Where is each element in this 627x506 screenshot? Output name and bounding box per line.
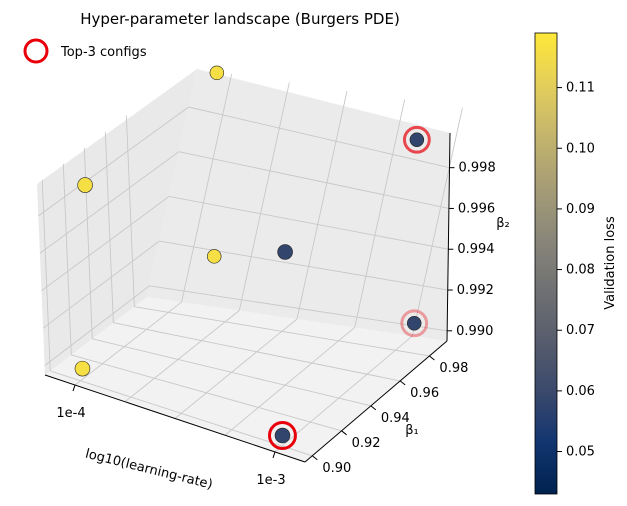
x-gridline-back <box>354 99 406 328</box>
x-gridline-floor <box>224 327 355 436</box>
x-tick-label: 1e-3 <box>256 473 285 488</box>
y-tick-label: 0.92 <box>352 436 381 451</box>
z-gridline-left <box>41 196 170 292</box>
x-gridline-floor <box>274 335 413 453</box>
y-gridline-floor <box>134 306 430 357</box>
colorbar-ticks: 0.05 0.06 0.07 0.08 0.09 0.10 0.11 <box>557 81 595 460</box>
colorbar-tick-label: 0.11 <box>566 81 595 96</box>
colorbar-tick-label: 0.09 <box>566 202 595 217</box>
axes-panes <box>37 69 450 462</box>
z-tick-label: 0.992 <box>457 283 494 298</box>
top3-ring <box>267 421 297 450</box>
z-gridline-back <box>178 151 450 209</box>
x-gridline-back <box>238 82 290 311</box>
z-axis-label: β₂ <box>496 216 510 231</box>
x-gridline-floor <box>74 301 182 386</box>
legend-label: Top-3 configs <box>60 45 147 60</box>
colorbar: 0.05 0.06 0.07 0.08 0.09 0.10 0.11 Validation … <box>534 32 618 495</box>
scatter-point <box>274 427 291 444</box>
colorbar-tick-label: 0.08 <box>566 263 595 278</box>
scatter-point <box>409 132 425 147</box>
legend-ring-marker <box>23 38 49 64</box>
legend: Top-3 configs <box>23 38 147 64</box>
x-axis-label: log10(learning-rate) <box>84 447 214 493</box>
top3-ring <box>400 309 429 338</box>
y-gridline-floor <box>71 354 342 432</box>
y-tick-mark <box>399 380 406 386</box>
y-gridline-floor <box>50 370 313 457</box>
left-wall-pane <box>37 69 197 375</box>
z-gridline-back <box>149 285 448 332</box>
z-gridline-left <box>38 106 189 217</box>
y-gridline-floor <box>92 338 371 407</box>
z-tick-label: 0.996 <box>458 201 495 216</box>
y-tick-mark <box>429 355 435 361</box>
colorbar-tick-label: 0.07 <box>566 323 595 338</box>
scatter-point <box>407 316 422 331</box>
x-tick-mark <box>272 451 276 459</box>
y-gridline-left <box>125 115 135 307</box>
y-tick-mark <box>341 430 347 436</box>
scatter-point <box>277 244 293 260</box>
z-gridline-left <box>42 240 160 329</box>
colorbar-tick-label: 0.10 <box>566 141 595 156</box>
z-tick-label: 0.990 <box>456 324 493 339</box>
x-gridline-back <box>296 90 348 320</box>
y-gridline-floor <box>113 322 401 382</box>
y-tick-mark <box>370 405 377 411</box>
z-gridline-left <box>44 285 150 366</box>
y-axis-label: β₁ <box>405 423 419 438</box>
colorbar-tick-label: 0.05 <box>566 445 595 460</box>
y-tick-mark <box>312 455 318 461</box>
y-axis-line <box>304 340 448 463</box>
x-tick-mark <box>72 384 76 392</box>
axis-ticks: 0.9900.9920.9940.9960.9980.900.920.940.9… <box>56 161 495 488</box>
z-gridline-left <box>39 151 180 254</box>
y-tick-label: 0.94 <box>381 411 410 426</box>
x-gridline-floor <box>174 318 298 419</box>
y-tick-label: 0.90 <box>322 461 351 476</box>
grid-lines <box>38 73 463 457</box>
x-gridline-back <box>181 73 233 303</box>
scatter-point <box>207 249 222 264</box>
back-wall-pane <box>147 69 450 341</box>
z-tick-label: 0.994 <box>457 242 494 257</box>
scatter-point <box>77 177 93 193</box>
x-tick-label: 1e-4 <box>56 406 85 421</box>
scatter-point <box>74 360 91 377</box>
chart-title: Hyper-parameter landscape (Burgers PDE) <box>80 10 400 28</box>
y-tick-label: 0.96 <box>410 386 439 401</box>
y-gridline-left <box>62 163 72 355</box>
x-gridline-back <box>411 107 463 337</box>
y-gridline-left <box>104 131 114 323</box>
colorbar-tick-label: 0.06 <box>566 384 595 399</box>
x-gridline-floor <box>124 310 240 403</box>
floor-pane <box>45 297 447 462</box>
top3-ring <box>402 125 431 154</box>
colorbar-gradient <box>534 32 558 495</box>
x-axis-line <box>44 374 306 463</box>
colorbar-label: Validation loss <box>603 216 618 310</box>
y-tick-label: 0.98 <box>439 361 468 376</box>
z-tick-label: 0.998 <box>459 161 496 176</box>
z-gridline-back <box>159 240 448 291</box>
scatter-point <box>209 65 225 81</box>
data-points <box>74 65 431 450</box>
y-gridline-left <box>41 179 51 371</box>
z-gridline-back <box>168 195 449 250</box>
z-gridline-back <box>188 106 450 169</box>
